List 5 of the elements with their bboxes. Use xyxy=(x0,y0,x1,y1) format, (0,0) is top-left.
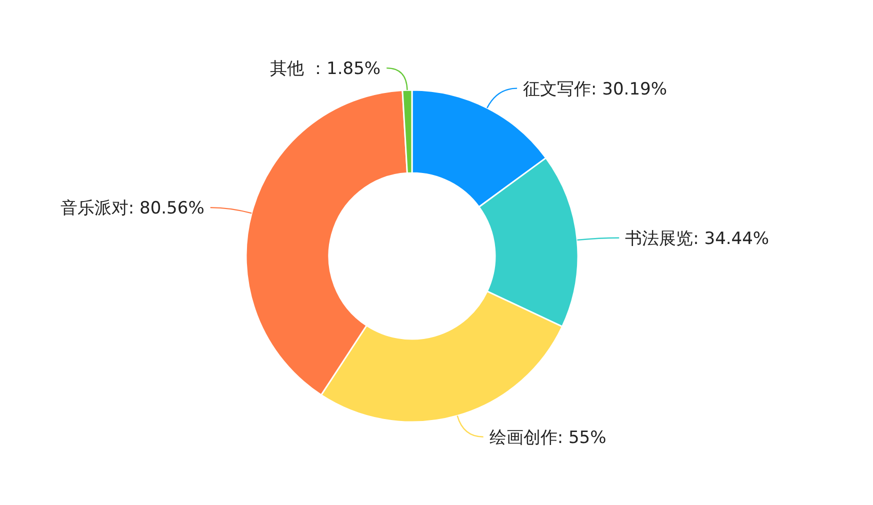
slice-label: 书法展览: 34.44% xyxy=(625,228,770,249)
slice-label: 征文写作: 30.19% xyxy=(523,79,667,100)
slice-label: 其他 ：1.85% xyxy=(270,59,381,80)
slice-label: 音乐派对: 80.56% xyxy=(60,198,204,219)
slice-label: 绘画创作: 55% xyxy=(489,428,606,448)
